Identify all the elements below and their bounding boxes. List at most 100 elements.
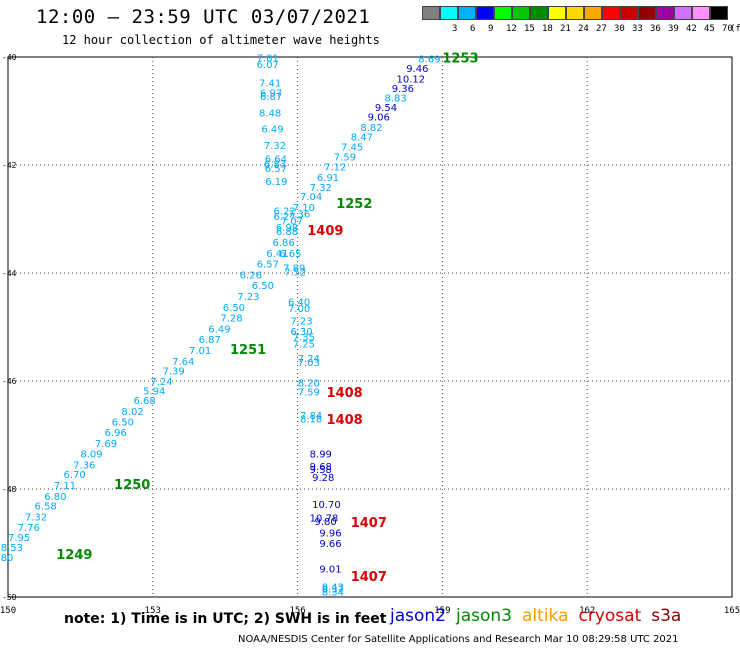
- pass-number-label: 1408: [327, 413, 363, 428]
- wave-height-value: 6.97: [260, 88, 282, 99]
- page-subtitle: 12 hour collection of altimeter wave hei…: [62, 33, 380, 47]
- latitude-tick-label: -50: [2, 593, 17, 602]
- wave-height-value: 7.80: [0, 553, 13, 564]
- wave-height-value: 8.47: [351, 133, 373, 144]
- wave-height-value: 7.28: [220, 314, 242, 325]
- wave-height-value: 6.98: [276, 223, 298, 234]
- latitude-tick-label: -42: [2, 161, 17, 170]
- wave-height-value: 7.25: [293, 340, 315, 351]
- color-scale-label: 42: [686, 24, 697, 34]
- wave-height-value: 8.82: [360, 123, 382, 134]
- color-swatch: [566, 6, 584, 20]
- wave-height-value: 6.86: [273, 238, 295, 249]
- color-swatch: [512, 6, 530, 20]
- color-scale-label: 45: [704, 24, 715, 34]
- color-scale-label: 15: [524, 24, 535, 34]
- wave-height-value: 6.27: [273, 212, 295, 223]
- wave-height-value: 6.96: [105, 428, 127, 439]
- wave-height-value: 9.54: [375, 103, 397, 114]
- wave-height-value: 8.99: [310, 450, 332, 461]
- wave-height-value: 8.37: [322, 585, 344, 596]
- wave-height-value: 7.00: [288, 304, 310, 315]
- wave-height-value: 9.06: [368, 113, 390, 124]
- color-swatch: [458, 6, 476, 20]
- color-scale-label: 24: [578, 24, 589, 34]
- wave-height-value: 10.12: [397, 74, 426, 85]
- wave-height-value: 9.01: [319, 565, 341, 576]
- wave-height-value: 9.58: [310, 465, 332, 476]
- satellite-legend: jason2 jason3 altika cryosat s3a: [390, 606, 691, 626]
- wave-height-value: 9.66: [319, 539, 341, 550]
- satellite-legend-item: cryosat: [578, 606, 642, 626]
- color-swatch: [602, 6, 620, 20]
- color-swatch: [494, 6, 512, 20]
- wave-height-value: 7.36: [73, 460, 95, 471]
- wave-height-value: 6.40: [288, 297, 310, 308]
- wave-height-value: 7.36: [288, 209, 310, 220]
- wave-height-value: 7.69: [95, 439, 117, 450]
- color-swatch: [584, 6, 602, 20]
- wave-height-value: 6.88: [276, 227, 298, 238]
- wave-height-value: 6.65: [279, 249, 301, 260]
- longitude-tick-label: 153: [145, 606, 161, 616]
- wave-height-value: 8.69: [418, 54, 440, 65]
- color-scale-label: 70: [722, 24, 733, 34]
- wave-height-value: 8.18: [300, 415, 322, 426]
- wave-height-value: 6.41: [266, 249, 288, 260]
- wave-height-value: 8.83: [384, 93, 406, 104]
- pass-number-label: 1251: [230, 343, 266, 358]
- wave-height-value: 9.28: [312, 473, 334, 484]
- wave-height-value: 7.52: [284, 268, 306, 279]
- longitude-tick-label: 156: [289, 606, 305, 616]
- color-swatch: [440, 6, 458, 20]
- wave-height-value: 9.68: [310, 462, 332, 473]
- color-swatch: [710, 6, 728, 20]
- wave-height-value: 6.49: [261, 125, 283, 136]
- wave-height-value: 7.07: [281, 216, 303, 227]
- wave-height-value: 8.53: [1, 543, 23, 554]
- color-scale-label: 12: [506, 24, 517, 34]
- latitude-tick-label: -46: [2, 377, 17, 386]
- wave-height-value: 6.50: [112, 417, 134, 428]
- pass-number-label: 1409: [307, 224, 343, 239]
- wave-height-value: 8.48: [259, 108, 281, 119]
- color-scale-label: 39: [668, 24, 679, 34]
- color-swatch: [476, 6, 494, 20]
- wave-height-value: 8.20: [298, 378, 320, 389]
- wave-height-value: 8.02: [121, 407, 143, 418]
- note-text: note: 1) Time is in UTC; 2) SWH is in fe…: [64, 611, 387, 627]
- wave-height-value: 7.81: [257, 53, 279, 64]
- color-scale-label: 3: [452, 24, 458, 34]
- wave-height-value: 6.83: [264, 160, 286, 171]
- color-swatch: [692, 6, 710, 20]
- satellite-legend-item: jason3: [456, 606, 512, 626]
- wave-height-value: 7.32: [25, 512, 47, 523]
- wave-height-value: 6.64: [265, 154, 287, 165]
- color-scale-label: 36: [650, 24, 661, 34]
- color-scale-label: 21: [560, 24, 571, 34]
- color-scale-label: 9: [488, 24, 494, 34]
- wave-height-value: 6.87: [199, 335, 221, 346]
- wave-height-value: 6.58: [35, 502, 57, 513]
- pass-number-label: 1249: [56, 548, 92, 563]
- longitude-tick-label: 159: [434, 606, 450, 616]
- wave-height-value: 6.07: [257, 60, 279, 71]
- wave-height-value: 6.19: [265, 177, 287, 188]
- wave-height-value: 7.41: [259, 79, 281, 90]
- wave-height-value: 7.10: [293, 203, 315, 214]
- latitude-tick-label: -44: [2, 269, 17, 278]
- wave-height-value: 7.84: [300, 411, 322, 422]
- wave-height-value: 7.64: [172, 357, 194, 368]
- wave-height-value: 6.30: [290, 327, 312, 338]
- wave-height-value: 6.26: [240, 270, 262, 281]
- wave-height-value: 6.57: [265, 164, 287, 175]
- wave-height-value: 6.49: [208, 324, 230, 335]
- wave-height-value: 9.96: [319, 529, 341, 540]
- map-frame: [7, 56, 733, 598]
- pass-number-label: 1252: [336, 197, 372, 212]
- wave-height-value: 7.89: [283, 263, 305, 274]
- wave-height-value: 6.57: [257, 260, 279, 271]
- wave-height-value: 10.78: [310, 513, 339, 524]
